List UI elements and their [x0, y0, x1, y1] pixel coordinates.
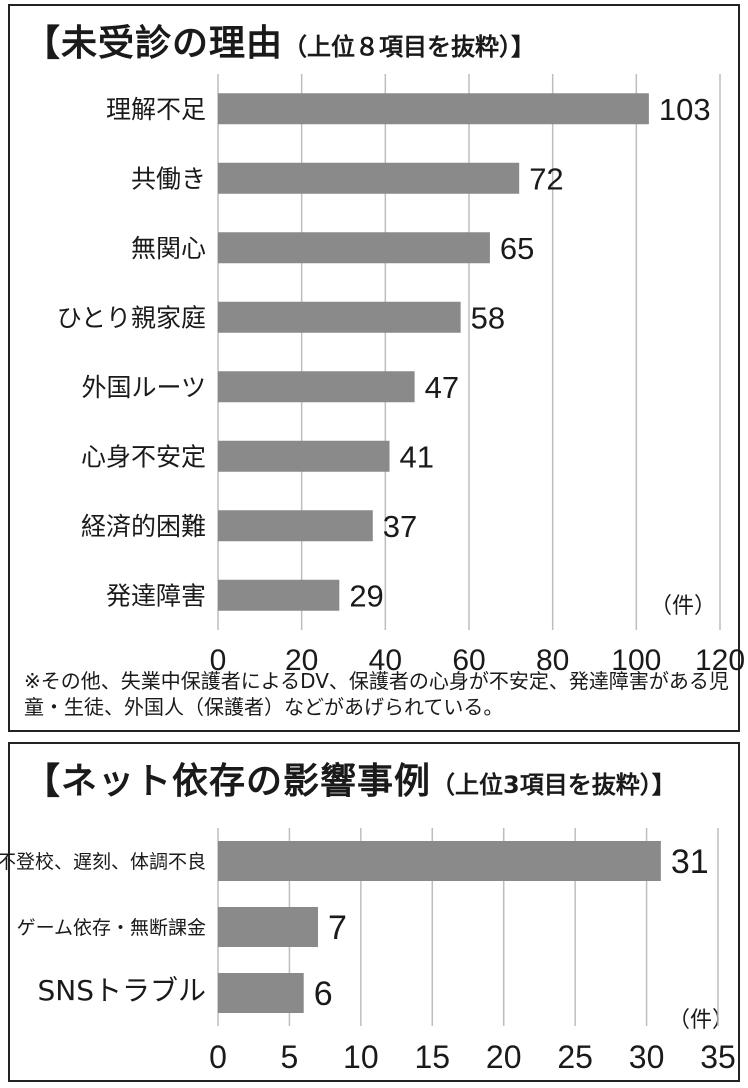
- bar: [218, 440, 390, 472]
- x-tick-label: 60: [452, 644, 485, 677]
- chart-panel-net: 【ネット依存の影響事例（上位3項目を抜粋）】 （件） 不登校、遅刻、体調不良 31…: [0, 742, 740, 1082]
- chart-title-sub: （上位８項目を抜粋）】: [283, 33, 536, 61]
- x-tick-label: 80: [536, 644, 569, 677]
- category-label: 心身不安定: [81, 442, 206, 471]
- x-tick-label: 120: [695, 644, 745, 677]
- category-label: SNSトラブル: [38, 974, 207, 1007]
- unit-label: （件）: [650, 594, 717, 619]
- category-label: 発達障害: [106, 581, 206, 610]
- footnote: ※その他、失業中保護者によるDV、保護者の心身が不安定、発達障害がある児童・生徒…: [24, 669, 729, 719]
- unit-label: （件）: [668, 1008, 735, 1033]
- bar: [218, 579, 340, 611]
- data-label: 7: [328, 909, 347, 947]
- x-tick-label: 0: [209, 1039, 227, 1075]
- category-label: 経済的困難: [81, 512, 206, 541]
- x-tick-label: 15: [414, 1039, 450, 1075]
- x-tick-label: 100: [611, 644, 661, 677]
- bar: [218, 371, 415, 403]
- x-tick-label: 40: [369, 644, 402, 677]
- chart-title-main: 【未受診の理由: [24, 23, 284, 64]
- chart-title: 【ネット依存の影響事例（上位3項目を抜粋）】: [24, 752, 676, 804]
- data-label: 65: [500, 231, 534, 266]
- bar: [218, 973, 304, 1013]
- x-tick-label: 20: [486, 1039, 522, 1075]
- bar: [218, 162, 520, 194]
- bar: [218, 907, 318, 947]
- category-label: 外国ルーツ: [81, 373, 206, 402]
- chart-panel-reasons: 【未受診の理由（上位８項目を抜粋）】 （件） ※その他、失業中保護者によるDV、…: [8, 4, 745, 732]
- category-label: 理解不足: [106, 95, 206, 124]
- chart-title-sub: （上位3項目を抜粋）】: [431, 771, 676, 799]
- data-label: 41: [400, 439, 434, 474]
- data-label: 58: [471, 300, 505, 335]
- x-tick-label: 10: [343, 1039, 379, 1075]
- category-label: ゲーム依存・無断課金: [17, 917, 206, 939]
- data-label: 103: [659, 92, 711, 127]
- chart-title-main: 【ネット依存の影響事例: [24, 761, 432, 802]
- x-tick-label: 35: [700, 1039, 736, 1075]
- chart-title: 【未受診の理由（上位８項目を抜粋）】: [24, 14, 535, 66]
- x-tick-label: 5: [281, 1039, 299, 1075]
- data-label: 72: [529, 161, 563, 196]
- x-tick-label: 20: [285, 644, 318, 677]
- bar: [218, 841, 661, 881]
- category-label: 不登校、遅刻、体調不良: [0, 851, 206, 873]
- data-label: 47: [425, 370, 459, 405]
- category-label: ひとり親家庭: [57, 303, 206, 332]
- bar: [218, 301, 461, 333]
- data-label: 37: [383, 509, 417, 544]
- x-tick-label: 25: [557, 1039, 593, 1075]
- bar: [218, 510, 373, 542]
- bar: [218, 232, 490, 264]
- bar-chart-reasons: 理解不足 103 共働き 72 無関心 65 ひとり親家庭 58 外国ルーツ 47 心身不安定 41 経…: [57, 74, 745, 677]
- data-label: 6: [314, 975, 333, 1013]
- data-label: 29: [349, 578, 383, 613]
- data-label: 31: [671, 843, 709, 881]
- category-label: 共働き: [131, 164, 206, 193]
- x-tick-label: 0: [210, 644, 227, 677]
- category-label: 無関心: [131, 234, 206, 263]
- x-tick-label: 30: [629, 1039, 665, 1075]
- bar-chart-net: 不登校、遅刻、体調不良 31 ゲーム依存・無断課金 7 SNSトラブル 6 0 5 10 15 20…: [0, 828, 736, 1075]
- bar: [218, 93, 649, 125]
